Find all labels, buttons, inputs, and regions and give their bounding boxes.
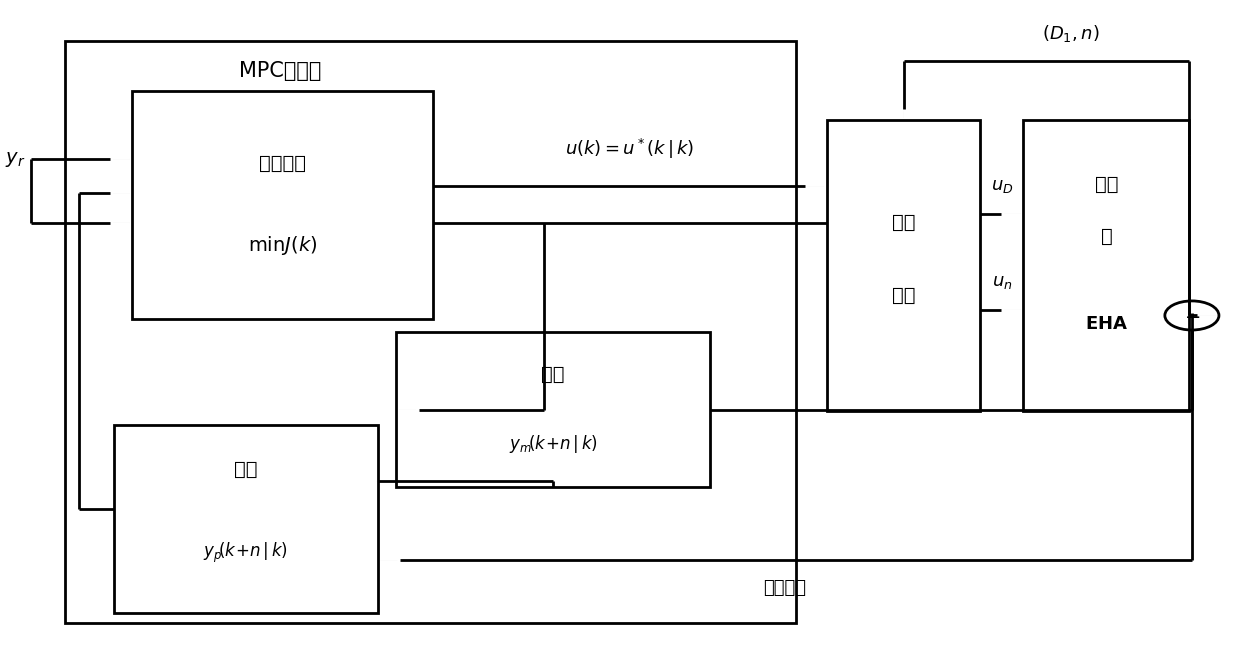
Text: $y_r$: $y_r$ bbox=[5, 149, 25, 169]
Text: $u(k)=u^*(k\,|\,k)$: $u(k)=u^*(k\,|\,k)$ bbox=[565, 137, 694, 161]
Text: $u_n$: $u_n$ bbox=[992, 273, 1012, 291]
Text: $-$: $-$ bbox=[1184, 306, 1200, 325]
Text: 模型: 模型 bbox=[542, 365, 565, 383]
Text: $(D_1,n)$: $(D_1,n)$ bbox=[1043, 23, 1100, 44]
Text: 入: 入 bbox=[1101, 227, 1112, 246]
Text: 反馈校正: 反馈校正 bbox=[764, 579, 806, 597]
Text: 双输: 双输 bbox=[1095, 175, 1118, 194]
Bar bbox=[133, 91, 433, 319]
Bar bbox=[827, 120, 981, 411]
Text: 滚动优化: 滚动优化 bbox=[259, 154, 306, 173]
Text: 分配: 分配 bbox=[892, 286, 915, 305]
Text: $y_m\!\left(k\!+\!n\,|\,k\right)$: $y_m\!\left(k\!+\!n\,|\,k\right)$ bbox=[508, 433, 598, 455]
Text: $u_D$: $u_D$ bbox=[991, 177, 1013, 195]
Text: 控制: 控制 bbox=[892, 212, 915, 232]
Bar bbox=[114, 424, 378, 613]
Text: MPC控制器: MPC控制器 bbox=[238, 61, 321, 81]
Text: 预测: 预测 bbox=[234, 460, 258, 479]
Text: $\mathbf{EHA}$: $\mathbf{EHA}$ bbox=[1085, 315, 1128, 333]
Bar bbox=[64, 41, 796, 623]
Text: $y_p\!\left(k\!+\!n\,|\,k\right)$: $y_p\!\left(k\!+\!n\,|\,k\right)$ bbox=[203, 540, 288, 565]
Bar bbox=[397, 332, 711, 487]
Bar bbox=[1023, 120, 1189, 411]
Text: $\min J\left(k\right)$: $\min J\left(k\right)$ bbox=[248, 234, 317, 257]
